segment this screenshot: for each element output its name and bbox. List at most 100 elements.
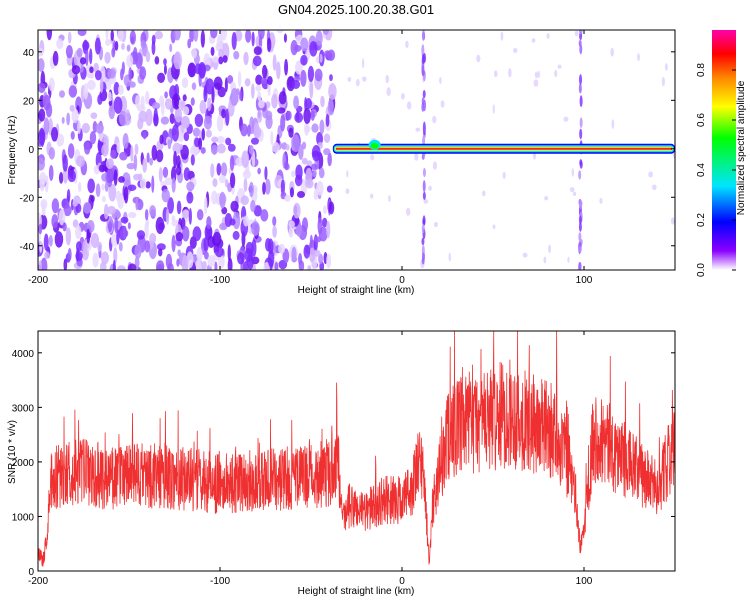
column-blob	[422, 191, 426, 200]
noise-blob	[322, 217, 328, 228]
noise-blob	[280, 179, 285, 196]
spectrogram-heatmap	[38, 30, 675, 270]
noise-blob	[415, 127, 421, 132]
noise-blob	[210, 30, 218, 39]
noise-blob	[284, 161, 289, 171]
noise-blob	[137, 266, 141, 270]
noise-blob	[294, 112, 304, 123]
y-tick-label: 1000	[12, 512, 35, 523]
colorbar-tick-label: 0.0	[696, 263, 707, 277]
noise-blob	[251, 137, 259, 145]
noise-blob	[156, 243, 166, 251]
noise-blob	[257, 91, 262, 101]
noise-blob	[439, 77, 442, 85]
noise-blob	[531, 38, 536, 43]
noise-blob	[173, 150, 178, 169]
noise-blob	[181, 115, 190, 129]
column-blob	[578, 246, 582, 253]
noise-blob	[171, 234, 176, 253]
noise-blob	[567, 256, 570, 263]
column-blob	[579, 95, 583, 108]
column-blob	[422, 252, 426, 262]
noise-blob	[139, 66, 147, 80]
noise-blob	[43, 233, 49, 251]
noise-blob	[108, 183, 117, 202]
noise-blob	[163, 58, 167, 66]
noise-blob	[127, 184, 137, 191]
noise-blob	[227, 244, 231, 262]
noise-blob	[432, 115, 437, 124]
noise-blob	[303, 244, 311, 259]
column-blob	[578, 261, 582, 270]
noise-blob	[648, 171, 653, 178]
noise-blob	[48, 165, 54, 181]
noise-blob	[274, 261, 279, 270]
noise-blob	[108, 104, 116, 120]
noise-blob	[611, 119, 615, 129]
noise-blob	[94, 70, 102, 81]
noise-blob	[67, 31, 72, 44]
column-blob	[579, 199, 583, 210]
noise-blob	[158, 167, 163, 183]
noise-blob	[38, 82, 46, 94]
noise-blob	[212, 231, 222, 247]
noise-blob	[311, 163, 318, 171]
column-blob	[579, 32, 583, 41]
noise-blob	[661, 76, 665, 87]
noise-blob	[194, 113, 204, 127]
noise-blob	[159, 134, 164, 145]
noise-blob	[80, 63, 84, 73]
noise-blob	[207, 255, 216, 268]
noise-blob	[114, 216, 119, 234]
colorbar-tick-label: 0.2	[696, 213, 707, 227]
noise-blob	[112, 259, 116, 270]
column-blob	[579, 74, 583, 85]
noise-blob	[214, 246, 224, 258]
noise-blob	[316, 132, 324, 146]
noise-blob	[117, 265, 126, 270]
noise-blob	[171, 124, 179, 142]
noise-blob	[492, 224, 496, 230]
noise-blob	[298, 253, 303, 266]
noise-blob	[513, 47, 518, 53]
noise-blob	[182, 225, 190, 242]
noise-blob	[574, 30, 579, 37]
y-tick-label: 0	[28, 145, 34, 156]
noise-blob	[229, 218, 236, 226]
noise-blob	[246, 124, 251, 137]
noise-blob	[253, 205, 262, 217]
noise-blob	[187, 62, 197, 78]
noise-blob	[154, 30, 163, 40]
noise-blob	[502, 171, 506, 179]
noise-blob	[122, 225, 127, 239]
noise-blob	[249, 181, 254, 198]
noise-blob	[213, 76, 223, 90]
y-tick-label: 3000	[12, 403, 35, 414]
noise-blob	[99, 76, 104, 94]
noise-blob	[196, 247, 203, 262]
noise-blob	[232, 230, 240, 240]
column-blob	[579, 128, 583, 140]
noise-blob	[54, 231, 64, 248]
noise-blob	[58, 171, 64, 184]
x-tick-label: -200	[28, 275, 48, 286]
y-tick-label: 4000	[12, 349, 35, 360]
noise-blob	[191, 48, 198, 59]
noise-blob	[130, 145, 134, 163]
noise-blob	[325, 220, 331, 239]
noise-blob	[554, 70, 558, 78]
noise-blob	[255, 74, 263, 86]
column-blob	[579, 44, 583, 55]
noise-blob	[296, 190, 306, 199]
noise-blob	[212, 178, 218, 188]
noise-blob	[192, 127, 201, 137]
noise-blob	[251, 31, 255, 47]
snr-xlabel: Height of straight line (km)	[298, 586, 415, 597]
noise-blob	[149, 205, 156, 217]
noise-blob	[94, 37, 101, 55]
noise-blob	[271, 141, 280, 154]
colorbar	[712, 30, 736, 270]
noise-blob	[227, 75, 234, 84]
noise-blob	[175, 108, 180, 118]
